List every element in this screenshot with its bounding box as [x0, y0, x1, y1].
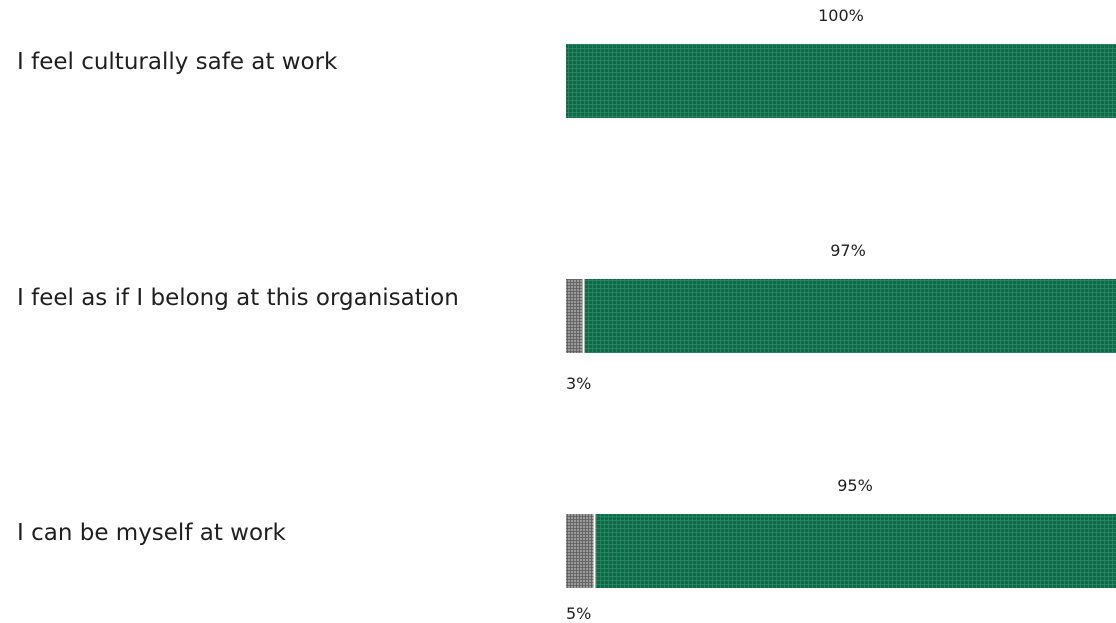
- disagree-value-label: 3%: [566, 374, 591, 393]
- agree-bar: [595, 514, 1116, 588]
- disagree-bar: [566, 514, 594, 588]
- disagree-bar: [566, 279, 583, 353]
- category-label: I feel culturally safe at work: [17, 49, 338, 75]
- category-label: I feel as if I belong at this organisati…: [17, 285, 459, 311]
- disagree-value-label: 5%: [566, 604, 591, 623]
- agree-value-label: 97%: [830, 241, 866, 260]
- bars-group: [566, 44, 1116, 588]
- bar-segment-divider: [593, 514, 596, 588]
- disagree-value-labels: 3% 5%: [566, 374, 591, 623]
- agree-bar: [584, 279, 1116, 353]
- category-labels: I feel culturally safe at work I feel as…: [17, 49, 459, 546]
- agree-value-label: 95%: [837, 476, 873, 495]
- bar-segment-divider: [582, 279, 585, 353]
- agree-value-label: 100%: [818, 6, 864, 25]
- agree-bar: [566, 44, 1116, 118]
- agree-value-labels: 100% 97% 95%: [818, 6, 873, 495]
- category-label: I can be myself at work: [17, 520, 286, 546]
